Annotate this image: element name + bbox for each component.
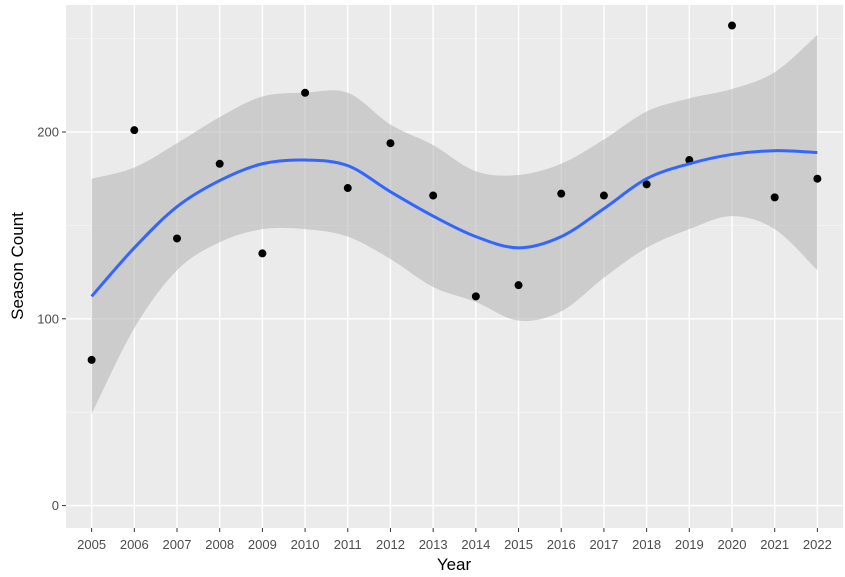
x-tick-label: 2012 <box>376 537 405 552</box>
x-tick-label: 2010 <box>291 537 320 552</box>
data-point <box>813 174 822 183</box>
x-tick-label: 2007 <box>163 537 192 552</box>
data-point <box>642 180 651 189</box>
x-tick-label: 2016 <box>547 537 576 552</box>
x-tick-label: 2019 <box>675 537 704 552</box>
x-tick-label: 2013 <box>419 537 448 552</box>
x-tick-label: 2006 <box>120 537 149 552</box>
data-point <box>471 292 480 301</box>
data-point <box>130 126 139 135</box>
x-tick-label: 2005 <box>77 537 106 552</box>
x-tick-label: 2017 <box>589 537 618 552</box>
data-point <box>429 191 438 200</box>
x-tick-label: 2021 <box>760 537 789 552</box>
data-point <box>770 193 779 202</box>
data-point <box>557 189 566 198</box>
y-tick-label: 200 <box>37 125 59 140</box>
x-tick-label: 2015 <box>504 537 533 552</box>
x-tick-label: 2009 <box>248 537 277 552</box>
x-tick-label: 2014 <box>461 537 490 552</box>
data-point <box>599 191 608 200</box>
data-points <box>87 21 822 364</box>
smooth-trend-line <box>90 149 818 298</box>
data-point <box>87 355 96 364</box>
x-axis: 2005 2006 2007 2008 2009 2010 2011 2012 2013 2014… <box>77 528 832 552</box>
data-point <box>301 88 310 97</box>
y-axis-title: Season Count <box>8 212 27 320</box>
data-point <box>343 184 352 193</box>
data-point <box>215 159 224 168</box>
x-tick-label: 2020 <box>718 537 747 552</box>
data-point <box>514 281 523 290</box>
y-tick-label: 100 <box>37 311 59 326</box>
x-tick-label: 2011 <box>334 537 362 552</box>
data-point <box>173 234 181 243</box>
x-tick-label: 2022 <box>803 537 832 552</box>
data-point <box>386 139 395 148</box>
x-tick-label: 2018 <box>632 537 661 552</box>
x-axis-title: Year <box>437 555 472 574</box>
data-point <box>728 21 736 30</box>
data-point <box>258 249 267 258</box>
y-axis: 0 100 200 <box>37 125 66 513</box>
y-tick-label: 0 <box>52 498 59 513</box>
x-tick-label: 2008 <box>205 537 234 552</box>
confidence-band <box>91 34 818 415</box>
